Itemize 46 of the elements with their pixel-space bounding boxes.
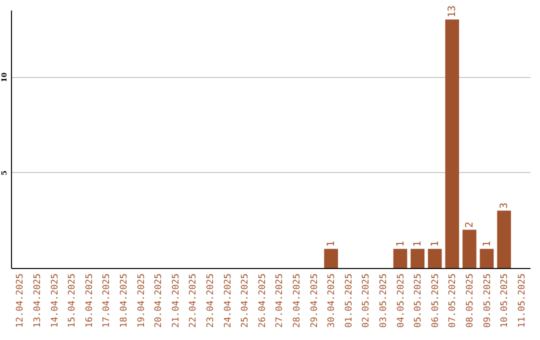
- x-tick-label: 14.04.2025: [50, 274, 60, 328]
- x-tick-label: 20.04.2025: [154, 274, 164, 328]
- x-tick-label: 04.05.2025: [396, 274, 406, 328]
- x-tick-label: 15.04.2025: [68, 274, 78, 328]
- bar: [410, 248, 424, 268]
- x-tick-label: 02.05.2025: [362, 274, 372, 328]
- x-tick-label: 25.04.2025: [240, 274, 251, 328]
- bar: [462, 230, 476, 268]
- x-tick-label: 23.04.2025: [206, 274, 216, 328]
- x-tick-label: 09.05.2025: [482, 274, 493, 328]
- x-tick-label: 24.04.2025: [223, 274, 234, 328]
- x-tick-label: 27.04.2025: [275, 274, 286, 328]
- x-tick-label: 01.05.2025: [344, 274, 354, 328]
- x-tick-label: 07.05.2025: [448, 274, 458, 328]
- x-tick-label: 10.05.2025: [500, 274, 510, 328]
- bar: [393, 248, 408, 268]
- data-label: 1: [326, 240, 338, 247]
- bar: [324, 248, 338, 268]
- data-label: 2: [464, 222, 476, 228]
- x-tick-label: 29.04.2025: [310, 274, 320, 328]
- x-tick-label: 18.04.2025: [119, 274, 130, 328]
- x-tick-label: 30.04.2025: [327, 274, 338, 328]
- x-tick-label: 13.04.2025: [32, 274, 43, 328]
- x-tick-label: 22.04.2025: [188, 274, 199, 328]
- bar: [428, 248, 442, 268]
- data-label: 1: [482, 240, 493, 247]
- x-tick-label: 19.04.2025: [136, 274, 147, 328]
- x-tick-label: 11.05.2025: [517, 274, 528, 328]
- data-label: 3: [499, 202, 510, 209]
- bar: [497, 210, 511, 268]
- bar: [445, 20, 460, 268]
- x-tick-label: 26.04.2025: [258, 274, 268, 328]
- x-tick-label: 17.04.2025: [102, 274, 112, 328]
- x-tick-label: 21.04.2025: [171, 274, 182, 328]
- x-tick-label: 03.05.2025: [378, 274, 389, 328]
- x-tick-label: 05.05.2025: [414, 274, 424, 328]
- data-label: 13: [447, 6, 458, 18]
- x-tick-label: 06.05.2025: [430, 274, 441, 328]
- data-label: 1: [412, 240, 424, 247]
- x-tick-label: 28.04.2025: [292, 274, 302, 328]
- bar: [480, 248, 494, 268]
- x-tick-label: 16.04.2025: [84, 274, 95, 328]
- x-tick-label: 08.05.2025: [465, 274, 476, 328]
- data-label: 1: [430, 240, 441, 247]
- data-label: 1: [395, 240, 406, 247]
- x-tick-label: 12.04.2025: [16, 274, 26, 328]
